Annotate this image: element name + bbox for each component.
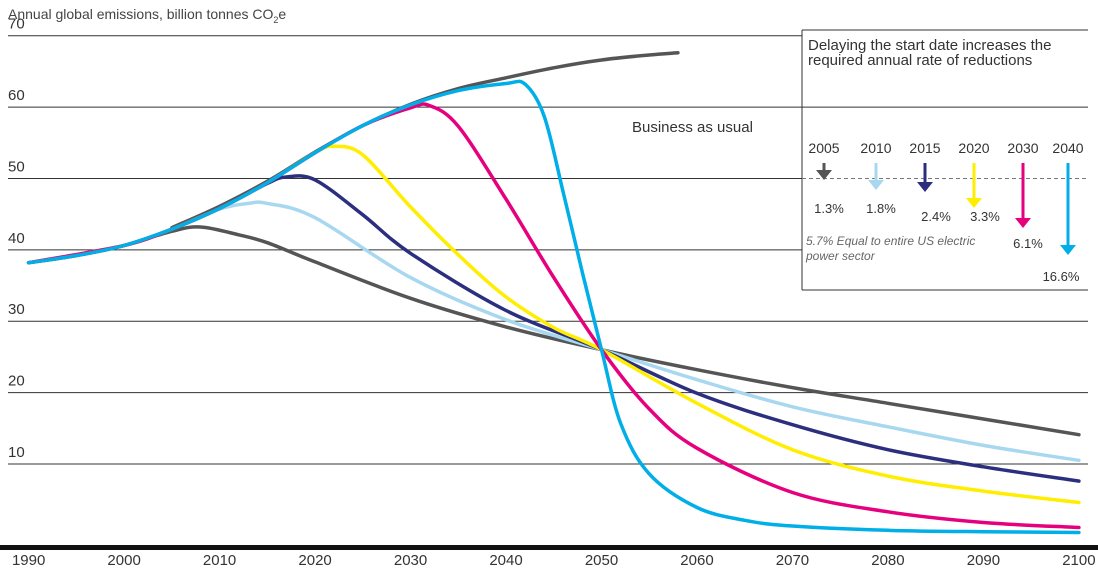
series-line-6	[26, 79, 1081, 535]
x-tick-label: 2100	[1062, 552, 1095, 569]
inset-year-label: 2020	[958, 140, 989, 156]
inset-rate-label: 16.6%	[1043, 269, 1080, 284]
inset-arrow-head	[917, 182, 933, 192]
y-tick-label: 30	[8, 301, 25, 318]
y-tick-label: 10	[8, 444, 25, 461]
inset-rate-label: 1.8%	[866, 201, 896, 216]
y-axis: 10 20 30 40 50 60 70	[8, 16, 25, 461]
y-tick-label: 20	[8, 373, 25, 390]
x-tick-label: 2090	[967, 552, 1000, 569]
x-tick-label: 2040	[489, 552, 522, 569]
x-tick-label: 2010	[203, 552, 236, 569]
inset-arrow-head	[868, 180, 884, 190]
inset-year-label: 2030	[1007, 140, 1038, 156]
chart-title-suffix: e	[278, 6, 287, 22]
x-tick-label: 2020	[298, 552, 331, 569]
chart-title-text: Annual global emissions, billion tonnes …	[8, 6, 274, 22]
inset-arrow-head	[816, 170, 832, 180]
inset-note: 5.7% Equal to entire US electric power s…	[806, 234, 976, 263]
inset-arrow-head	[1060, 245, 1076, 255]
inset-year-label: 2010	[860, 140, 891, 156]
x-tick-label: 2080	[871, 552, 904, 569]
y-tick-label: 70	[8, 16, 25, 33]
chart-title-subscript: 2	[273, 14, 279, 25]
series-lines	[26, 51, 1081, 535]
series-line-0	[170, 51, 680, 230]
x-axis: 1990 2000 2010 2020 2030 2040 2050 2060 2070 2080…	[0, 544, 1098, 569]
gridlines	[8, 35, 1088, 465]
inset-year-label: 2015	[909, 140, 940, 156]
x-tick-label: 2070	[776, 552, 809, 569]
inset-rate-label: 3.3%	[970, 209, 1000, 224]
chart-title: Annual global emissions, billion tonnes …	[8, 6, 286, 25]
y-tick-label: 60	[8, 87, 25, 104]
inset-rate-label: 2.4%	[921, 209, 951, 224]
x-tick-label: 2030	[394, 552, 427, 569]
x-tick-label: 2050	[585, 552, 618, 569]
inset-title: Delaying the start date increases the re…	[808, 37, 1052, 69]
inset-arrow-head	[966, 198, 982, 208]
x-tick-label: 2000	[107, 552, 140, 569]
inset-rate-label: 1.3%	[814, 201, 844, 216]
inset-arrow-head	[1015, 218, 1031, 228]
inset-year-label: 2005	[808, 140, 839, 156]
y-tick-label: 50	[8, 158, 25, 175]
x-tick-label: 1990	[12, 552, 45, 569]
inset-background	[802, 5, 1088, 290]
bau-label: Business as usual	[632, 119, 753, 136]
inset-panel: 2005 1.3% 2010 1.8% 2015 2.4% 2020 3.3% 2030 6.1%…	[801, 5, 1088, 291]
inset-rate-label: 6.1%	[1013, 236, 1043, 251]
inset-year-label: 2040	[1052, 140, 1083, 156]
y-tick-label: 40	[8, 230, 25, 247]
x-tick-label: 2060	[680, 552, 713, 569]
